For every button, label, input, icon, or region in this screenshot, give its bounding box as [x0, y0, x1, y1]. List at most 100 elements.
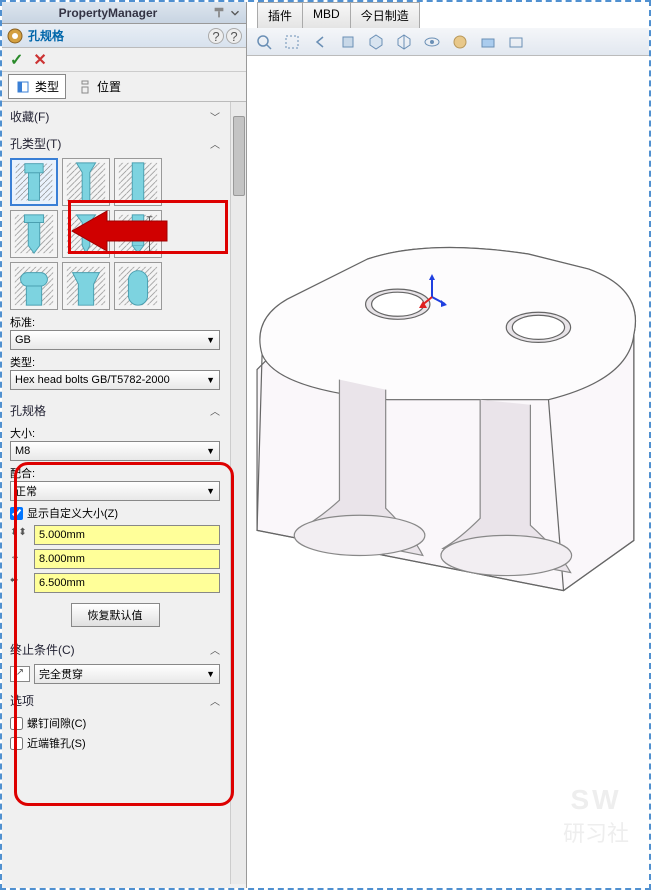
- view-orient-icon[interactable]: [367, 33, 385, 51]
- 3d-viewport[interactable]: 插件 MBD 今日制造: [247, 2, 649, 888]
- fit-combo[interactable]: 正常 ▼: [10, 481, 220, 501]
- hole-type-hole[interactable]: [114, 158, 162, 206]
- type-value: Hex head bolts GB/T5782-2000: [15, 374, 170, 386]
- opt1-input[interactable]: [10, 717, 23, 730]
- size-value: M8: [15, 445, 30, 457]
- hole-type-label: 孔类型(T): [10, 135, 61, 152]
- scroll-area: 收藏(F) ﹀ 孔类型(T) ︿: [2, 102, 246, 884]
- dim1-input[interactable]: [34, 525, 220, 545]
- combo-arrow-icon: ▼: [206, 446, 215, 456]
- display-style-icon[interactable]: [395, 33, 413, 51]
- fit-label: 配合:: [10, 465, 220, 481]
- position-tab-icon: [77, 79, 93, 95]
- dim3-input[interactable]: [34, 573, 220, 593]
- dim1-icon: ⬍⬍: [10, 527, 30, 543]
- ribbon-tabs: 插件 MBD 今日制造: [257, 2, 419, 28]
- tab-position-label: 位置: [97, 78, 121, 95]
- end-cond-value: 完全贯穿: [39, 666, 83, 682]
- scrollbar-thumb[interactable]: [233, 116, 245, 196]
- show-custom-input[interactable]: [10, 507, 23, 520]
- favorites-header[interactable]: 收藏(F) ﹀: [10, 106, 220, 127]
- end-cond-combo[interactable]: 完全贯穿 ▼: [34, 664, 220, 684]
- hole-wizard-icon: [6, 27, 24, 45]
- hole-spec-header[interactable]: 孔规格 ︿: [10, 400, 220, 421]
- hole-type-counterbore[interactable]: [10, 158, 58, 206]
- opt2-label: 近端锥孔(S): [27, 735, 86, 751]
- prev-view-icon[interactable]: [311, 33, 329, 51]
- scrollbar[interactable]: [230, 102, 246, 884]
- opt1-checkbox[interactable]: 螺钉间隙(C): [10, 715, 220, 731]
- show-custom-checkbox[interactable]: 显示自定义大小(Z): [10, 505, 220, 521]
- hole-type-header[interactable]: 孔类型(T) ︿: [10, 133, 220, 154]
- pin-icon[interactable]: [212, 6, 226, 20]
- dim2-icon: ↔: [10, 551, 30, 567]
- chevron-down-icon: ﹀: [210, 109, 220, 124]
- hole-type-grid: [10, 158, 220, 310]
- dim2-input[interactable]: [34, 549, 220, 569]
- tab-type-label: 类型: [35, 78, 59, 95]
- feature-title: 孔规格: [28, 27, 206, 44]
- view-settings-icon[interactable]: [507, 33, 525, 51]
- ok-button[interactable]: ✓: [10, 50, 23, 70]
- opt1-label: 螺钉间隙(C): [27, 715, 86, 731]
- feature-header: 孔规格 ? ?: [2, 24, 246, 48]
- favorites-label: 收藏(F): [10, 108, 49, 125]
- hole-type-slot-cs[interactable]: [62, 262, 110, 310]
- chevron-up-icon: ︿: [210, 403, 220, 418]
- edit-appear-icon[interactable]: [451, 33, 469, 51]
- show-custom-label: 显示自定义大小(Z): [27, 505, 118, 521]
- opt2-checkbox[interactable]: 近端锥孔(S): [10, 735, 220, 751]
- type-combo[interactable]: Hex head bolts GB/T5782-2000 ▼: [10, 370, 220, 390]
- standard-label: 标准:: [10, 314, 220, 330]
- section-hole-type: 孔类型(T) ︿ 标准: GB▼ 类型: Hex head: [10, 133, 220, 390]
- help-icon[interactable]: ?: [208, 28, 224, 44]
- hole-type-tapered-tap[interactable]: [62, 210, 110, 258]
- opt2-input[interactable]: [10, 737, 23, 750]
- origin-triad-icon: [417, 272, 447, 312]
- tab-addins[interactable]: 插件: [257, 2, 303, 28]
- direction-icon[interactable]: ↗: [10, 666, 30, 682]
- watermark-top: SW: [563, 784, 629, 816]
- end-cond-label: 终止条件(C): [10, 641, 75, 658]
- size-combo[interactable]: M8 ▼: [10, 441, 220, 461]
- restore-defaults-button[interactable]: 恢复默认值: [71, 603, 160, 627]
- property-manager-panel: PropertyManager 孔规格 ? ? ✓ ✕ 类型 位置 收藏(F) …: [2, 2, 247, 888]
- tab-type[interactable]: 类型: [8, 74, 66, 99]
- tab-position[interactable]: 位置: [70, 74, 128, 99]
- fit-value: 正常: [15, 483, 37, 499]
- chevron-up-icon: ︿: [210, 642, 220, 657]
- watermark: SW 研习社: [563, 784, 629, 848]
- zoom-fit-icon[interactable]: [255, 33, 273, 51]
- cancel-button[interactable]: ✕: [33, 50, 46, 70]
- dropdown-icon[interactable]: [228, 6, 242, 20]
- end-cond-row: ↗ 完全贯穿 ▼: [10, 664, 220, 684]
- watermark-bottom: 研习社: [563, 816, 629, 848]
- combo-arrow-icon: ▼: [206, 669, 215, 679]
- apply-scene-icon[interactable]: [479, 33, 497, 51]
- hide-show-icon[interactable]: [423, 33, 441, 51]
- combo-arrow-icon: ▼: [206, 375, 215, 385]
- combo-arrow-icon: ▼: [206, 486, 215, 496]
- combo-arrow-icon: ▼: [206, 335, 215, 345]
- size-label: 大小:: [10, 425, 220, 441]
- zoom-area-icon[interactable]: [283, 33, 301, 51]
- hole-type-straight-tap[interactable]: [10, 210, 58, 258]
- help2-icon[interactable]: ?: [226, 28, 242, 44]
- hole-type-slot[interactable]: [114, 262, 162, 310]
- tab-today[interactable]: 今日制造: [350, 2, 420, 28]
- dim3-icon: ⬌: [10, 575, 30, 591]
- standard-combo[interactable]: GB▼: [10, 330, 220, 350]
- options-header[interactable]: 选项 ︿: [10, 690, 220, 711]
- tab-mbd[interactable]: MBD: [302, 2, 351, 28]
- 3d-model: [247, 58, 649, 892]
- options-label: 选项: [10, 692, 34, 709]
- end-cond-header[interactable]: 终止条件(C) ︿: [10, 639, 220, 660]
- type-label: 类型:: [10, 354, 220, 370]
- hole-type-countersink[interactable]: [62, 158, 110, 206]
- hole-type-slot-cb[interactable]: [10, 262, 58, 310]
- section-view-icon[interactable]: [339, 33, 357, 51]
- pm-title: PropertyManager: [6, 6, 210, 20]
- section-end-condition: 终止条件(C) ︿ ↗ 完全贯穿 ▼: [10, 639, 220, 684]
- dim2-row: ↔: [10, 549, 220, 569]
- hole-type-legacy[interactable]: [114, 210, 162, 258]
